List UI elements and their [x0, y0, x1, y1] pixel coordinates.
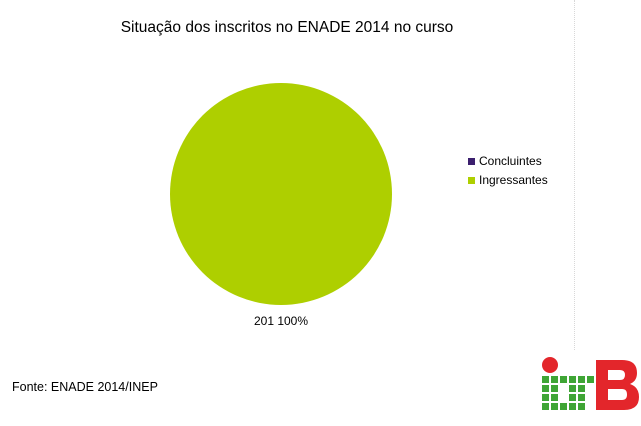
- source-footnote: Fonte: ENADE 2014/INEP: [12, 380, 158, 394]
- legend-swatch-ingressantes: [468, 177, 475, 184]
- data-label-ingressantes: 201 100%: [253, 314, 309, 328]
- legend-label-concluintes: Concluintes: [479, 154, 542, 168]
- legend-item-concluintes: Concluintes: [468, 152, 548, 171]
- legend-item-ingressantes: Ingressantes: [468, 171, 548, 190]
- chart-legend: Concluintes Ingressantes: [468, 152, 548, 190]
- pie-slice-ingressantes: [170, 83, 392, 305]
- ifb-logo: [542, 357, 639, 410]
- legend-label-ingressantes: Ingressantes: [479, 173, 548, 187]
- chart-title: Situação dos inscritos no ENADE 2014 no …: [120, 19, 454, 36]
- chart-area-border: [574, 0, 575, 350]
- legend-swatch-concluintes: [468, 158, 475, 165]
